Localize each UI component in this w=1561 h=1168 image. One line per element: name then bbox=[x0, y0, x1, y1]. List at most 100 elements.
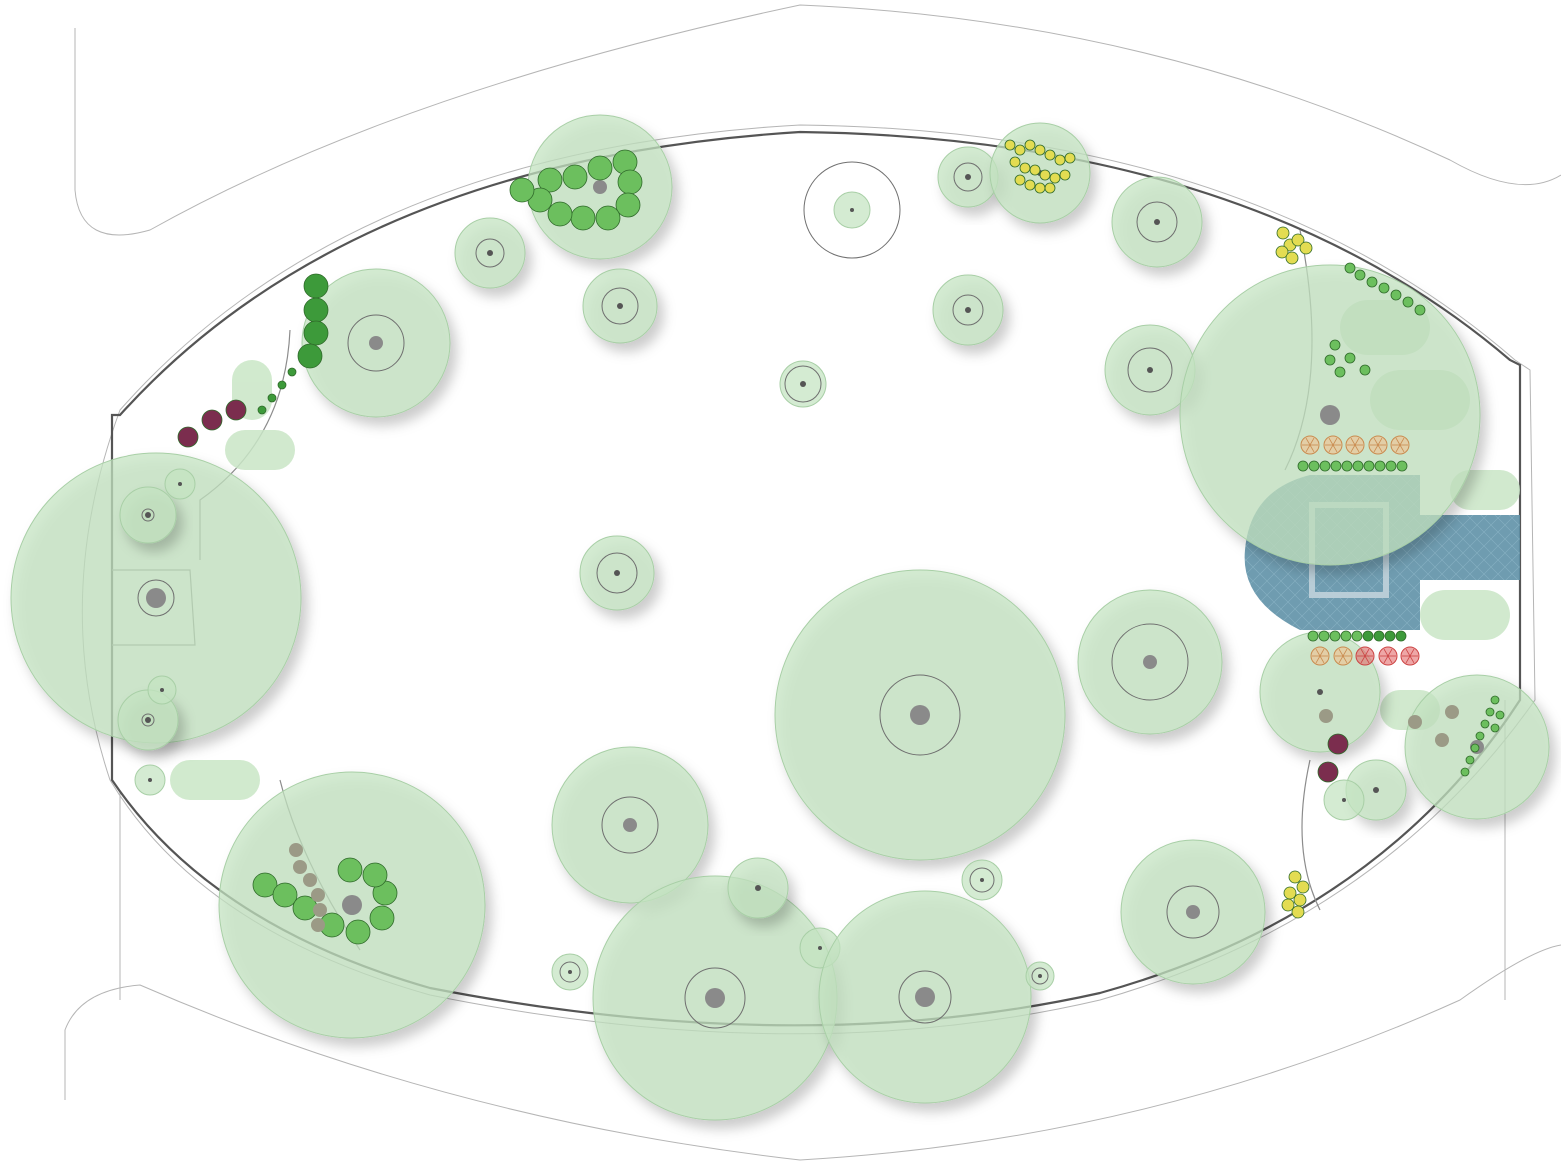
shrub-icon bbox=[1291, 905, 1305, 919]
tree-canopy-icon bbox=[218, 771, 486, 1039]
tree-canopy-icon bbox=[1111, 176, 1203, 268]
shrub-icon bbox=[1329, 630, 1341, 642]
shrub-icon bbox=[1327, 733, 1349, 755]
shrub-icon bbox=[1340, 630, 1352, 642]
shrub-icon bbox=[1460, 767, 1470, 777]
shrub-icon bbox=[1285, 251, 1299, 265]
tree-canopy-icon bbox=[551, 953, 589, 991]
shrub-icon bbox=[1395, 630, 1407, 642]
shrub-icon bbox=[1341, 460, 1353, 472]
shrub-icon bbox=[1019, 162, 1031, 174]
tree-canopy-icon bbox=[1120, 839, 1266, 985]
boulder-icon bbox=[1435, 733, 1449, 747]
shrub-icon bbox=[1396, 460, 1408, 472]
flower-icon bbox=[1378, 646, 1398, 666]
shrub-icon bbox=[303, 273, 329, 299]
shrub-icon bbox=[1034, 182, 1046, 194]
shrub-icon bbox=[1324, 354, 1336, 366]
tree-canopy-icon bbox=[582, 268, 658, 344]
tree-canopy-icon bbox=[1179, 264, 1481, 566]
flower-icon bbox=[1368, 435, 1388, 455]
boulder-icon bbox=[311, 918, 325, 932]
shrub-icon bbox=[1363, 460, 1375, 472]
shrub-icon bbox=[1354, 269, 1366, 281]
tree-canopy-icon bbox=[134, 764, 166, 796]
shrub-icon bbox=[1495, 710, 1505, 720]
shrub-icon bbox=[1024, 179, 1036, 191]
flower-icon bbox=[1400, 646, 1420, 666]
shrub-icon bbox=[1344, 352, 1356, 364]
tree-canopy-icon bbox=[774, 569, 1066, 861]
tree-canopy-icon bbox=[803, 161, 901, 259]
shrub-icon bbox=[1049, 172, 1061, 184]
shrub-icon bbox=[615, 192, 641, 218]
shrub-icon bbox=[1480, 719, 1490, 729]
shrub-icon bbox=[1054, 154, 1066, 166]
shrub-icon bbox=[1034, 144, 1046, 156]
tree-canopy-icon bbox=[727, 857, 789, 919]
shrub-icon bbox=[1004, 139, 1016, 151]
shrub-icon bbox=[1283, 886, 1297, 900]
boulder-icon bbox=[1319, 709, 1333, 723]
shrub-icon bbox=[1384, 630, 1396, 642]
shrub-icon bbox=[252, 872, 278, 898]
tree-canopy-icon bbox=[119, 486, 177, 544]
tree-canopy-icon bbox=[961, 859, 1003, 901]
shrub-icon bbox=[1317, 761, 1339, 783]
shrub-icon bbox=[1351, 630, 1363, 642]
tree-canopies bbox=[10, 114, 1550, 1121]
shrub-icon bbox=[1359, 364, 1371, 376]
tree-canopy-icon bbox=[1323, 779, 1365, 821]
tree-canopy-icon bbox=[779, 360, 827, 408]
boulder-icon bbox=[303, 873, 317, 887]
shrub-icon bbox=[1044, 149, 1056, 161]
shrub-icon bbox=[617, 169, 643, 195]
shrub-icon bbox=[1334, 366, 1346, 378]
shrub-icon bbox=[201, 409, 223, 431]
flower-icon bbox=[1345, 435, 1365, 455]
shrub-icon bbox=[362, 862, 388, 888]
shrub-icon bbox=[1297, 460, 1309, 472]
flower-icon bbox=[1333, 646, 1353, 666]
shrub-icon bbox=[1352, 460, 1364, 472]
shrub-icon bbox=[1485, 707, 1495, 717]
boulder-icon bbox=[289, 843, 303, 857]
shrub-icon bbox=[369, 905, 395, 931]
tree-canopy-icon bbox=[551, 746, 709, 904]
boulder-icon bbox=[311, 888, 325, 902]
shrub-icon bbox=[1281, 898, 1295, 912]
tree-canopy-icon bbox=[592, 875, 838, 1121]
shrub-icon bbox=[1378, 282, 1390, 294]
shrub-icon bbox=[1039, 169, 1051, 181]
shrub-icon bbox=[587, 155, 613, 181]
shrub-icon bbox=[1414, 304, 1426, 316]
tree-canopy-icon bbox=[164, 468, 196, 500]
shrub-icon bbox=[1470, 743, 1480, 753]
shrub-icon bbox=[570, 205, 596, 231]
shrub-icon bbox=[1344, 262, 1356, 274]
shrub-icon bbox=[1275, 245, 1289, 259]
shrub-icon bbox=[1390, 289, 1402, 301]
shrub-icon bbox=[595, 205, 621, 231]
tree-canopy-icon bbox=[1025, 961, 1055, 991]
shrub-icon bbox=[297, 343, 323, 369]
tree-canopy-icon bbox=[454, 217, 526, 289]
shrub-icon bbox=[1029, 164, 1041, 176]
boulder-icon bbox=[313, 903, 327, 917]
shrub-icon bbox=[1318, 630, 1330, 642]
shrub-icon bbox=[1044, 182, 1056, 194]
shrub-icon bbox=[1059, 169, 1071, 181]
shrub-icon bbox=[1064, 152, 1076, 164]
shrub-icon bbox=[1307, 630, 1319, 642]
flower-icon bbox=[1323, 435, 1343, 455]
shrub-icon bbox=[1014, 144, 1026, 156]
shrub-icon bbox=[1024, 139, 1036, 151]
shrub-icon bbox=[257, 405, 267, 415]
shrub-icon bbox=[272, 882, 298, 908]
shrub-icon bbox=[1366, 276, 1378, 288]
shrub-icon bbox=[1276, 226, 1290, 240]
shrub-icon bbox=[1362, 630, 1374, 642]
shrub-icon bbox=[562, 164, 588, 190]
shrub-icon bbox=[1293, 893, 1307, 907]
